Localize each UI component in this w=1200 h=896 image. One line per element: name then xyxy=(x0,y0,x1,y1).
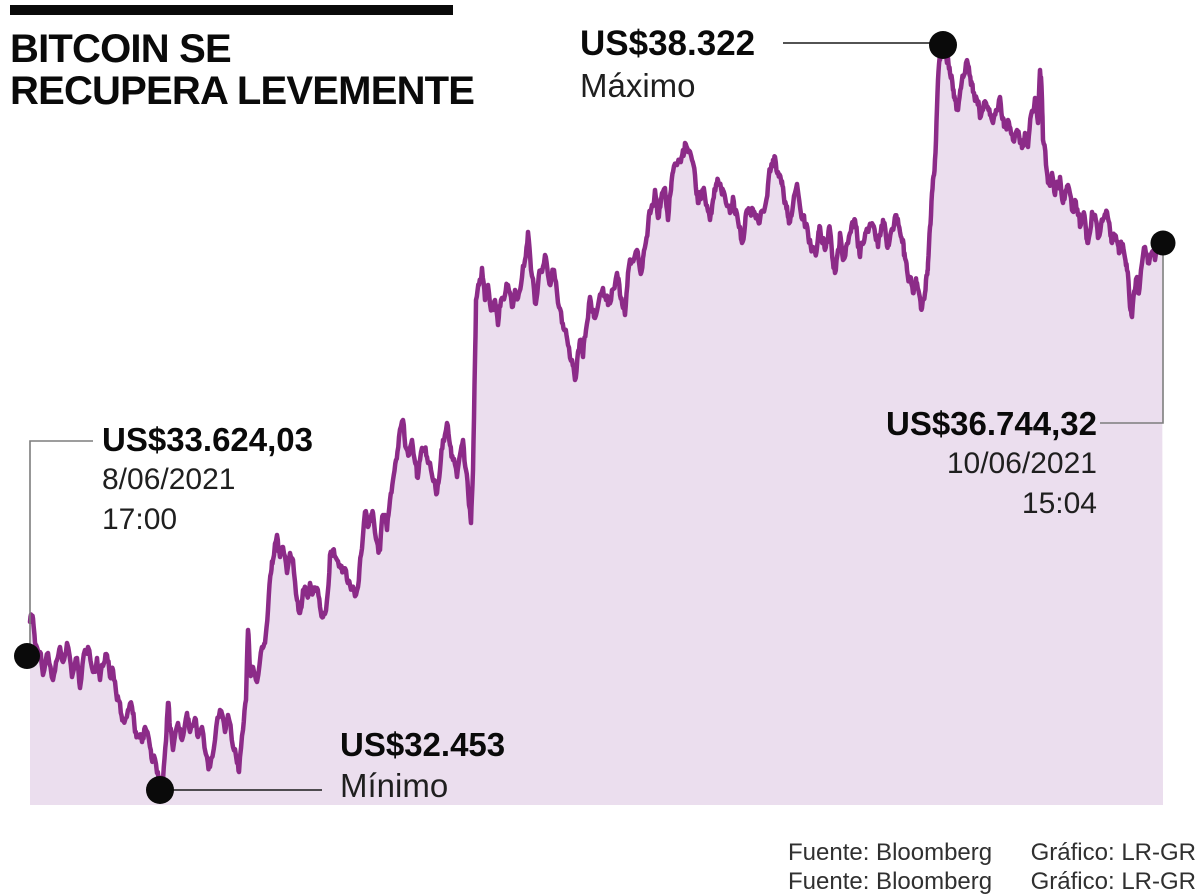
start-callout-line xyxy=(29,440,93,656)
end-dot xyxy=(1150,230,1176,256)
page-title-line2: RECUPERA LEVEMENTE xyxy=(10,69,475,113)
footer-row: Fuente: Bloomberg Gráfico: LR-GR xyxy=(0,839,1196,867)
annotation-max: US$38.322 Máximo xyxy=(580,22,755,106)
start-time-label: 17:00 xyxy=(102,503,178,536)
title-accent-bar xyxy=(10,5,453,15)
infographic-canvas: { "header": { "title_line1": "BITCOIN SE… xyxy=(0,5,1196,895)
graphic-credit: Gráfico: LR-GR xyxy=(1030,839,1196,866)
min-caption-label: Mínimo xyxy=(340,767,449,804)
page-title: BITCOIN SE RECUPERA LEVEMENTE xyxy=(10,27,475,113)
price-area xyxy=(30,45,1163,805)
price-chart-svg xyxy=(14,31,1176,805)
end-callout-line xyxy=(1100,243,1164,424)
page-title-line1: BITCOIN SE xyxy=(10,27,232,71)
source-credit-clipped: Fuente: Bloomberg xyxy=(788,868,993,895)
end-time-label: 15:04 xyxy=(1021,487,1097,520)
min-value-label: US$32.453 xyxy=(340,726,506,763)
annotation-start: US$33.624,03 8/06/2021 17:00 xyxy=(102,420,313,540)
end-value-label: US$36.744,32 xyxy=(885,405,1097,442)
price-line xyxy=(27,42,1165,785)
source-credit: Fuente: Bloomberg xyxy=(788,839,993,866)
start-value-label: US$33.624,03 xyxy=(102,421,314,458)
start-date-label: 8/06/2021 xyxy=(102,463,236,496)
end-date-label: 10/06/2021 xyxy=(946,447,1097,480)
start-dot xyxy=(14,643,40,669)
graphic-credit-clipped: Gráfico: LR-GR xyxy=(1030,868,1196,895)
annotation-min: US$32.453 Mínimo xyxy=(340,724,505,806)
max-caption-label: Máximo xyxy=(580,67,696,104)
footer-row-clipped: Fuente: Bloomberg Gráfico: LR-GR xyxy=(0,868,1196,896)
max-value-label: US$38.322 xyxy=(580,24,756,63)
max-dot xyxy=(929,31,957,59)
min-dot xyxy=(146,776,174,804)
annotation-end: US$36.744,32 10/06/2021 15:04 xyxy=(797,404,1097,524)
